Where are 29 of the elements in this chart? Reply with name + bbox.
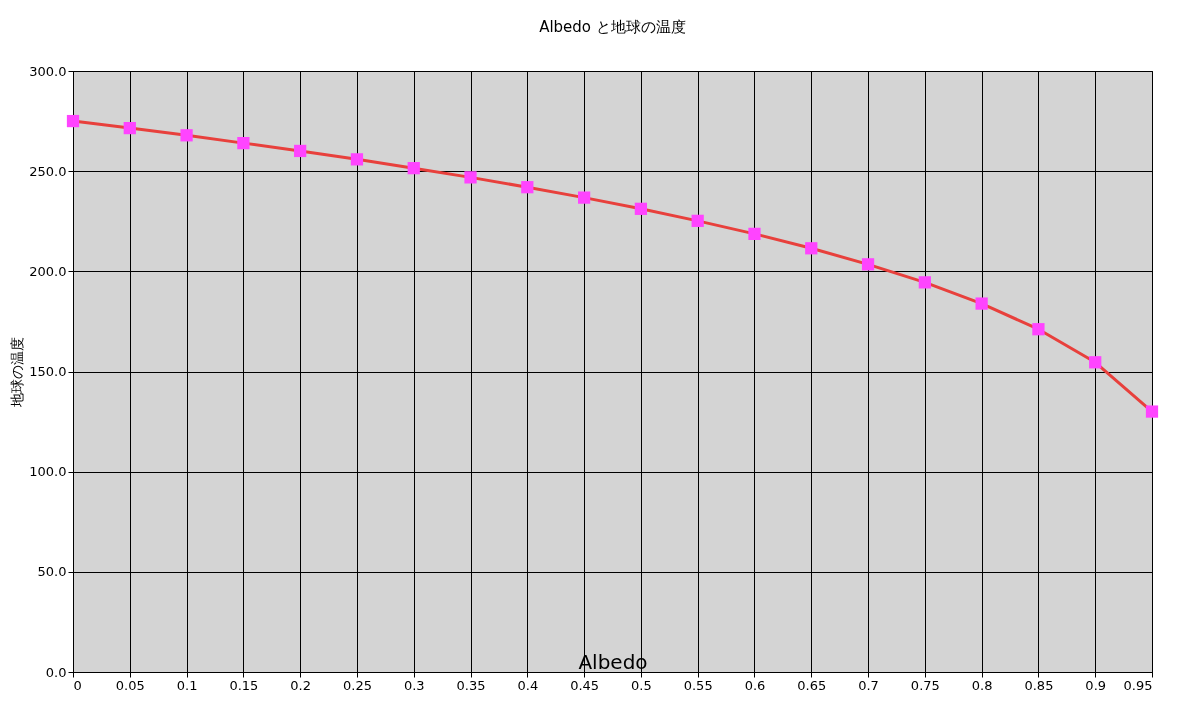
x-tick-label: 0.1 (176, 677, 198, 693)
x-tick-label: 0.45 (570, 677, 600, 693)
x-tick-label: 0.65 (797, 677, 827, 693)
x-tick-label: 0.8 (971, 677, 993, 693)
x-tick-label: 0.3 (403, 677, 425, 693)
y-tick-label: 0.0 (45, 664, 67, 680)
x-tick-label: 0 (73, 677, 82, 693)
x-tick-label: 0.75 (910, 677, 940, 693)
x-tick-label: 0.6 (744, 677, 766, 693)
x-tick-label: 0.2 (290, 677, 311, 693)
x-tick-label: 0.25 (342, 677, 372, 693)
y-tick-label: 100.0 (29, 464, 67, 480)
y-tick-label: 200.0 (29, 263, 67, 279)
x-tick-label: 0.55 (683, 677, 713, 693)
y-tick-label: 300.0 (29, 63, 67, 79)
y-tick-label: 250.0 (29, 163, 67, 179)
y-tick-label: 150.0 (29, 364, 67, 379)
x-tick-label: 0.15 (229, 677, 259, 693)
x-tick-label: 0.7 (858, 677, 879, 693)
x-tick-label: 0.05 (115, 677, 145, 693)
y-tick-label: 50.0 (37, 564, 67, 580)
x-tick-label: 0.95 (1123, 677, 1153, 693)
x-tick-label: 0.4 (517, 677, 539, 693)
chart-title: Albedo と地球の温度 (539, 18, 686, 36)
x-tick-label: 0.35 (456, 677, 486, 693)
x-tick-label: 0.9 (1085, 677, 1107, 693)
y-axis-title: 地球の温度 (9, 337, 26, 408)
x-tick-label: 0.5 (631, 677, 652, 693)
x-tick-label: 0.85 (1024, 677, 1054, 693)
